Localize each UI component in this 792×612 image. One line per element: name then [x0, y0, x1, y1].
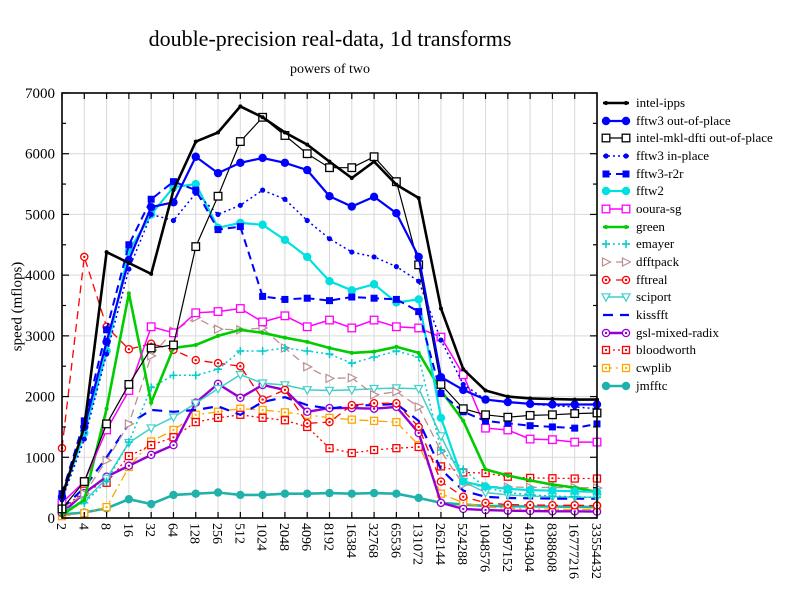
x-tick-label: 16: [120, 523, 135, 537]
legend-item: intel-ipps: [601, 94, 773, 112]
legend-swatch-icon: [601, 346, 631, 355]
legend-item: gsl-mixed-radix: [601, 324, 773, 342]
legend-item: fftw3 in-place: [601, 147, 773, 165]
legend-swatch-icon: [601, 257, 631, 268]
x-tick-label: 32768: [365, 523, 380, 558]
legend-swatch-icon: [601, 275, 631, 284]
y-tick-label: 3000: [25, 329, 55, 345]
legend-swatch-icon: [601, 187, 631, 196]
series-ooura-sg: [57, 304, 602, 508]
x-tick-label: 8388608: [543, 523, 558, 572]
legend-swatch-icon: [603, 224, 629, 229]
x-tick-label: 256: [209, 523, 224, 544]
gridlines: [62, 93, 597, 518]
legend-item: dfftpack: [601, 253, 773, 271]
series-intel-ipps: [60, 104, 599, 499]
series-fftw3-out-of-place: [57, 152, 602, 501]
x-tick-label: 64: [164, 523, 179, 537]
x-tick-label: 1024: [254, 523, 269, 551]
legend-item: fftw3-r2r: [601, 165, 773, 183]
legend-swatch-icon: [601, 116, 631, 125]
legend-label: intel-ipps: [636, 94, 686, 110]
legend-swatch-icon: [601, 364, 631, 373]
legend-label: green: [636, 218, 665, 234]
chart-title: double-precision real-data, 1d transform…: [148, 26, 512, 51]
legend-item: green: [601, 218, 773, 236]
legend-swatch-icon: [602, 240, 630, 249]
legend-swatch-icon: [601, 133, 631, 143]
x-tick-label: 1048576: [477, 523, 492, 572]
legend-item: cwplib: [601, 359, 773, 377]
legend-label: fftw3-r2r: [636, 165, 684, 181]
legend-label: jmfftc: [636, 377, 668, 393]
legend-label: fftreal: [636, 271, 668, 287]
chart-subtitle: powers of two: [289, 62, 371, 77]
legend-swatch-icon: [603, 313, 629, 317]
legend: intel-ipps fftw3 out-of-place intel-mkl-df…: [601, 94, 773, 395]
y-tick-label: 4000: [25, 268, 55, 284]
legend-swatch-icon: [602, 170, 630, 178]
legend-label: bloodworth: [636, 342, 696, 358]
plot-frame: [61, 92, 598, 519]
legend-label: fftw3 out-of-place: [636, 112, 731, 128]
legend-swatch-icon: [601, 381, 631, 391]
legend-label: emayer: [636, 236, 675, 252]
x-tick-label: 512: [231, 523, 246, 544]
x-tick-label: 524288: [454, 523, 469, 565]
x-tick-label: 65536: [387, 523, 402, 558]
x-tick-label: 2097152: [499, 523, 514, 572]
x-tick-label: 16777216: [566, 523, 581, 579]
x-tick-label: 131072: [410, 523, 425, 565]
x-tick-label: 32: [142, 523, 157, 537]
x-axis-tick-labels: 2 4 8 16 32 64 128 256 512 1024 2048 4096 8192 16384 3…: [53, 523, 603, 579]
x-tick-label: 128: [187, 523, 202, 544]
x-tick-label: 16384: [343, 523, 358, 558]
x-tick-label: 2048: [276, 523, 291, 551]
legend-item: emayer: [601, 236, 773, 254]
legend-label: ooura-sg: [636, 200, 682, 216]
legend-swatch-icon: [601, 293, 631, 303]
legend-item: kissfft: [601, 306, 773, 324]
y-tick-label: 5000: [25, 207, 55, 223]
legend-item: intel-mkl-dfti out-of-place: [601, 129, 773, 147]
legend-label: fftw2: [636, 183, 664, 199]
legend-item: sciport: [601, 289, 773, 307]
y-tick-label: 1000: [25, 450, 55, 466]
legend-item: bloodworth: [601, 342, 773, 360]
legend-label: dfftpack: [636, 254, 680, 270]
chart-header: double-precision real-data, 1d transform…: [0, 0, 660, 78]
legend-label: gsl-mixed-radix: [636, 324, 720, 340]
x-tick-label: 8: [98, 523, 113, 530]
legend-label: cwplib: [636, 360, 672, 376]
x-tick-label: 4194304: [521, 523, 536, 572]
x-tick-label: 4096: [298, 523, 313, 551]
x-tick-label: 4: [75, 523, 90, 530]
series-fftreal: [57, 252, 602, 510]
y-tick-label: 6000: [25, 147, 55, 163]
legend-item: fftw3 out-of-place: [601, 112, 773, 130]
x-tick-label: 2: [53, 523, 68, 530]
legend-swatch-icon: [603, 153, 629, 159]
x-tick-label: 8192: [320, 523, 335, 551]
y-axis-tick-labels: 0 1000 2000 3000 4000 5000 6000 7000: [25, 86, 55, 527]
y-axis-label: speed (mflops): [9, 261, 26, 352]
y-tick-label: 2000: [25, 390, 55, 406]
x-tick-label: 33554432: [588, 523, 603, 579]
legend-item: fftw2: [601, 182, 773, 200]
legend-swatch-icon: [603, 100, 629, 105]
legend-item: fftreal: [601, 271, 773, 289]
legend-swatch-icon: [601, 204, 631, 214]
legend-label: fftw3 in-place: [636, 147, 710, 163]
legend-item: ooura-sg: [601, 200, 773, 218]
legend-label: sciport: [636, 289, 672, 305]
y-tick-label: 7000: [25, 86, 55, 102]
legend-item: jmfftc: [601, 377, 773, 395]
legend-label: kissfft: [636, 307, 669, 323]
y-tick-label: 0: [48, 511, 56, 527]
legend-swatch-icon: [601, 328, 631, 338]
legend-label: intel-mkl-dfti out-of-place: [636, 130, 773, 146]
x-tick-label: 262144: [432, 523, 447, 565]
series-emayer: [58, 344, 601, 516]
